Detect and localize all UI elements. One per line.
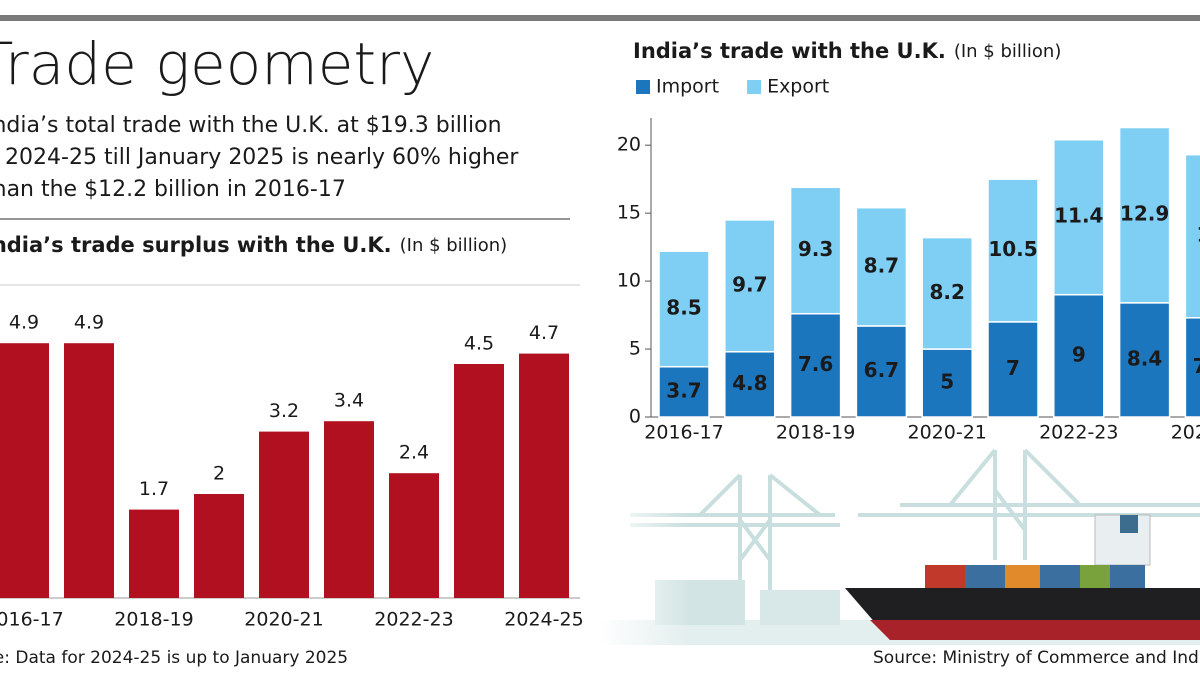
value-label: 7.3 [1193,354,1200,378]
bar-segment [921,348,973,418]
bar-segment [921,236,973,350]
value-label: 4.5 [464,333,494,355]
y-tick-label: 10 [617,270,641,292]
bar-segment [855,206,908,327]
value-label: 8.2 [929,280,964,304]
port-illustration [600,440,1200,660]
bar-segment [1184,317,1200,418]
chart-title: India’s trade surplus with the U.K. (In $… [0,233,507,257]
bar-segment [855,325,908,418]
x-tick-label: 2020-21 [244,609,323,631]
intro-line: India’s total trade with the U.K. at $19… [0,113,502,138]
value-label: 10.5 [988,237,1037,261]
chart-title-main: India’s trade surplus with the U.K. [0,233,392,257]
chart-subtitle: (In $ billion) [954,41,1062,62]
note: Note: Data for 2024-25 is up to January … [0,648,348,668]
bar [129,509,179,598]
value-label: 4.8 [732,371,767,395]
value-label: 9.3 [798,237,833,261]
bar [324,421,374,598]
value-label: 3.2 [269,400,299,422]
bar-segment [1118,126,1171,304]
value-label: 8.5 [666,295,701,319]
x-tick-label: 2018-19 [776,422,855,444]
bar-segment [789,312,842,418]
value-label: 11.4 [1054,204,1103,228]
bar-segment [1184,153,1200,319]
chart-title-main: India’s trade with the U.K. [633,39,946,63]
value-label: 12.9 [1120,202,1169,226]
value-label: 2.4 [399,442,429,464]
bar [64,343,114,598]
value-label: 3.7 [666,378,701,402]
chart-title: India’s trade with the U.K. (In $ billion… [633,39,1061,63]
legend-label: Export [767,76,829,98]
value-label: 8.7 [864,253,899,277]
headline: Trade geometry [0,30,434,98]
x-tick-label: 2016-17 [644,422,723,444]
bar [519,353,569,598]
value-label: 4.9 [74,312,104,334]
value-label: 12 [1196,223,1200,247]
x-tick-label: 2022-23 [374,609,453,631]
value-label: 1.7 [139,478,169,500]
legend-label: Import [656,76,719,98]
bar [389,473,439,598]
bar-segment [658,250,710,368]
bar-segment [1053,293,1105,418]
chart-subtitle: (In $ billion) [400,235,508,256]
x-tick-label: 2020-21 [908,422,987,444]
legend-swatch [747,80,762,94]
value-label: 2 [213,463,225,485]
y-tick-label: 20 [617,134,641,156]
y-tick-label: 5 [629,338,641,360]
bar-segment [987,178,1039,323]
bar [194,494,244,598]
bar [259,431,309,598]
value-label: 9.7 [732,272,767,296]
x-tick-label: 2022-23 [1039,422,1118,444]
legend-swatch [636,80,650,94]
x-tick-label: 2018-19 [114,609,193,631]
value-label: 7 [1006,356,1020,380]
source: Source: Ministry of Commerce and Industr… [873,648,1200,668]
value-label: 6.7 [864,358,899,382]
x-tick-label: 2024-25 [504,609,583,631]
y-tick-label: 0 [629,406,641,428]
top-rule [0,15,1200,21]
value-label: 9 [1072,342,1086,366]
bar [454,364,504,598]
bar-segment [724,219,776,353]
intro-line: than the $12.2 billion in 2016-17 [0,177,346,202]
x-tick-label: 2016-17 [0,609,64,631]
value-label: 4.7 [529,322,559,344]
value-label: 3.4 [334,390,364,412]
bar [0,343,49,598]
x-tick-label: 2024-25 [1171,422,1200,444]
value-label: 5 [940,370,954,394]
intro-line: in 2024-25 till January 2025 is nearly 6… [0,145,519,170]
value-label: 8.4 [1127,346,1162,370]
bar-segment [1053,138,1105,296]
y-tick-label: 15 [617,202,641,224]
value-label: 4.9 [9,312,39,334]
bar-segment [789,186,842,315]
value-label: 7.6 [798,352,833,376]
